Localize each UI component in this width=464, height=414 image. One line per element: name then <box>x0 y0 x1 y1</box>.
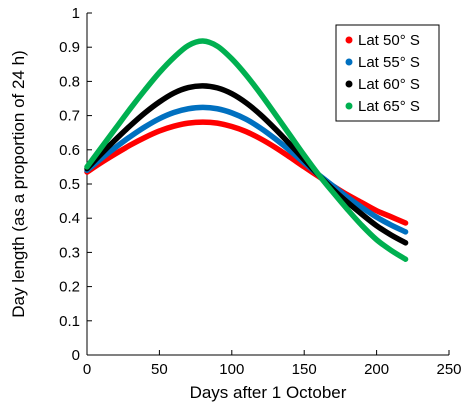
legend-label-4: Lat 65° S <box>358 98 420 115</box>
y-tick-label: 0.2 <box>59 279 80 296</box>
series-line-3 <box>84 83 409 246</box>
legend-marker-1 <box>345 36 353 44</box>
y-tick-label: 0.4 <box>59 210 80 227</box>
legend-label-3: Lat 60° S <box>358 76 420 93</box>
x-axis-title: Days after 1 October <box>190 383 347 402</box>
y-tick-label: 0.1 <box>59 313 80 330</box>
y-tick-label: 0.5 <box>59 176 80 193</box>
y-tick-label: 0.8 <box>59 73 80 90</box>
x-tick-label: 100 <box>219 361 244 378</box>
legend-marker-2 <box>345 58 353 66</box>
y-axis-ticks: 0 0.1 0.2 0.3 0.4 0.5 0.6 0.7 0.8 0.9 1 <box>59 5 92 364</box>
y-tick-label: 0.7 <box>59 108 80 125</box>
y-tick-label: 0.3 <box>59 244 80 261</box>
x-tick-label: 0 <box>83 361 91 378</box>
legend-box <box>335 24 440 122</box>
legend-label-2: Lat 55° S <box>358 54 420 71</box>
x-tick-label: 250 <box>436 361 461 378</box>
legend-marker-4 <box>345 102 353 110</box>
y-axis-title: Day length (as a proportion of 24 h) <box>9 50 28 317</box>
y-tick-label: 1 <box>72 5 80 22</box>
plot-area: 0 0.1 0.2 0.3 0.4 0.5 0.6 0.7 0.8 0.9 1 0 50 100 150 2… <box>59 5 461 378</box>
y-tick-label: 0.6 <box>59 142 80 159</box>
y-tick-label: 0.9 <box>59 39 80 56</box>
legend: Lat 50° S Lat 55° S Lat 60° S Lat 65° S <box>335 24 440 122</box>
series-line-4 <box>84 38 409 262</box>
series-line-2 <box>84 104 409 235</box>
x-tick-label: 50 <box>151 361 168 378</box>
legend-label-1: Lat 50° S <box>358 32 420 49</box>
x-axis-ticks: 0 50 100 150 200 250 <box>83 350 462 378</box>
y-tick-label: 0 <box>72 347 80 364</box>
x-tick-label: 150 <box>292 361 317 378</box>
legend-marker-3 <box>345 80 353 88</box>
series-lines <box>84 38 409 262</box>
x-tick-label: 200 <box>364 361 389 378</box>
